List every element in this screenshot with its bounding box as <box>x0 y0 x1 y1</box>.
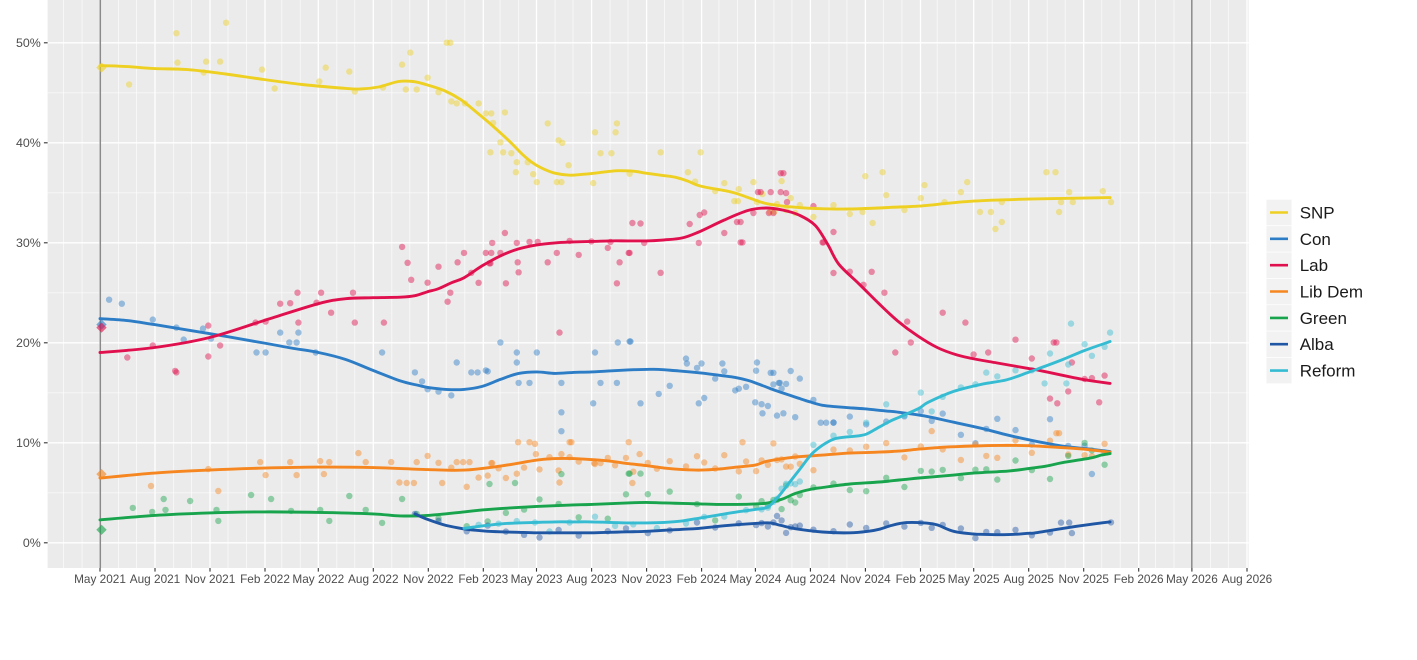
svg-text:50%: 50% <box>16 36 41 50</box>
svg-text:Nov 2021: Nov 2021 <box>185 572 236 586</box>
svg-text:40%: 40% <box>16 136 41 150</box>
svg-text:Aug 2023: Aug 2023 <box>566 572 617 586</box>
svg-text:Aug 2024: Aug 2024 <box>785 572 836 586</box>
svg-text:May 2024: May 2024 <box>729 572 781 586</box>
svg-text:Nov 2025: Nov 2025 <box>1058 572 1109 586</box>
svg-text:May 2021: May 2021 <box>74 572 126 586</box>
svg-text:0%: 0% <box>23 536 41 550</box>
svg-text:Lab: Lab <box>1300 256 1328 275</box>
svg-text:Green: Green <box>1300 309 1347 328</box>
svg-text:SNP: SNP <box>1300 204 1335 223</box>
svg-text:Feb 2025: Feb 2025 <box>896 572 946 586</box>
svg-text:Lib Dem: Lib Dem <box>1300 283 1363 302</box>
svg-text:20%: 20% <box>16 336 41 350</box>
svg-text:Feb 2026: Feb 2026 <box>1114 572 1164 586</box>
svg-text:Aug 2021: Aug 2021 <box>130 572 181 586</box>
svg-text:Aug 2022: Aug 2022 <box>348 572 399 586</box>
svg-text:Feb 2023: Feb 2023 <box>458 572 508 586</box>
svg-text:Aug 2026: Aug 2026 <box>1222 572 1273 586</box>
svg-text:May 2026: May 2026 <box>1166 572 1218 586</box>
svg-text:Feb 2024: Feb 2024 <box>677 572 727 586</box>
svg-text:Aug 2025: Aug 2025 <box>1003 572 1054 586</box>
svg-text:May 2023: May 2023 <box>511 572 563 586</box>
svg-text:Con: Con <box>1300 230 1331 249</box>
svg-text:10%: 10% <box>16 436 41 450</box>
svg-text:Nov 2024: Nov 2024 <box>840 572 891 586</box>
svg-text:Nov 2023: Nov 2023 <box>621 572 672 586</box>
svg-text:Alba: Alba <box>1300 335 1335 354</box>
svg-text:30%: 30% <box>16 236 41 250</box>
svg-text:May 2022: May 2022 <box>292 572 344 586</box>
svg-text:Nov 2022: Nov 2022 <box>403 572 454 586</box>
svg-text:Reform: Reform <box>1300 362 1356 381</box>
svg-text:Feb 2022: Feb 2022 <box>240 572 290 586</box>
svg-text:May 2025: May 2025 <box>948 572 1000 586</box>
